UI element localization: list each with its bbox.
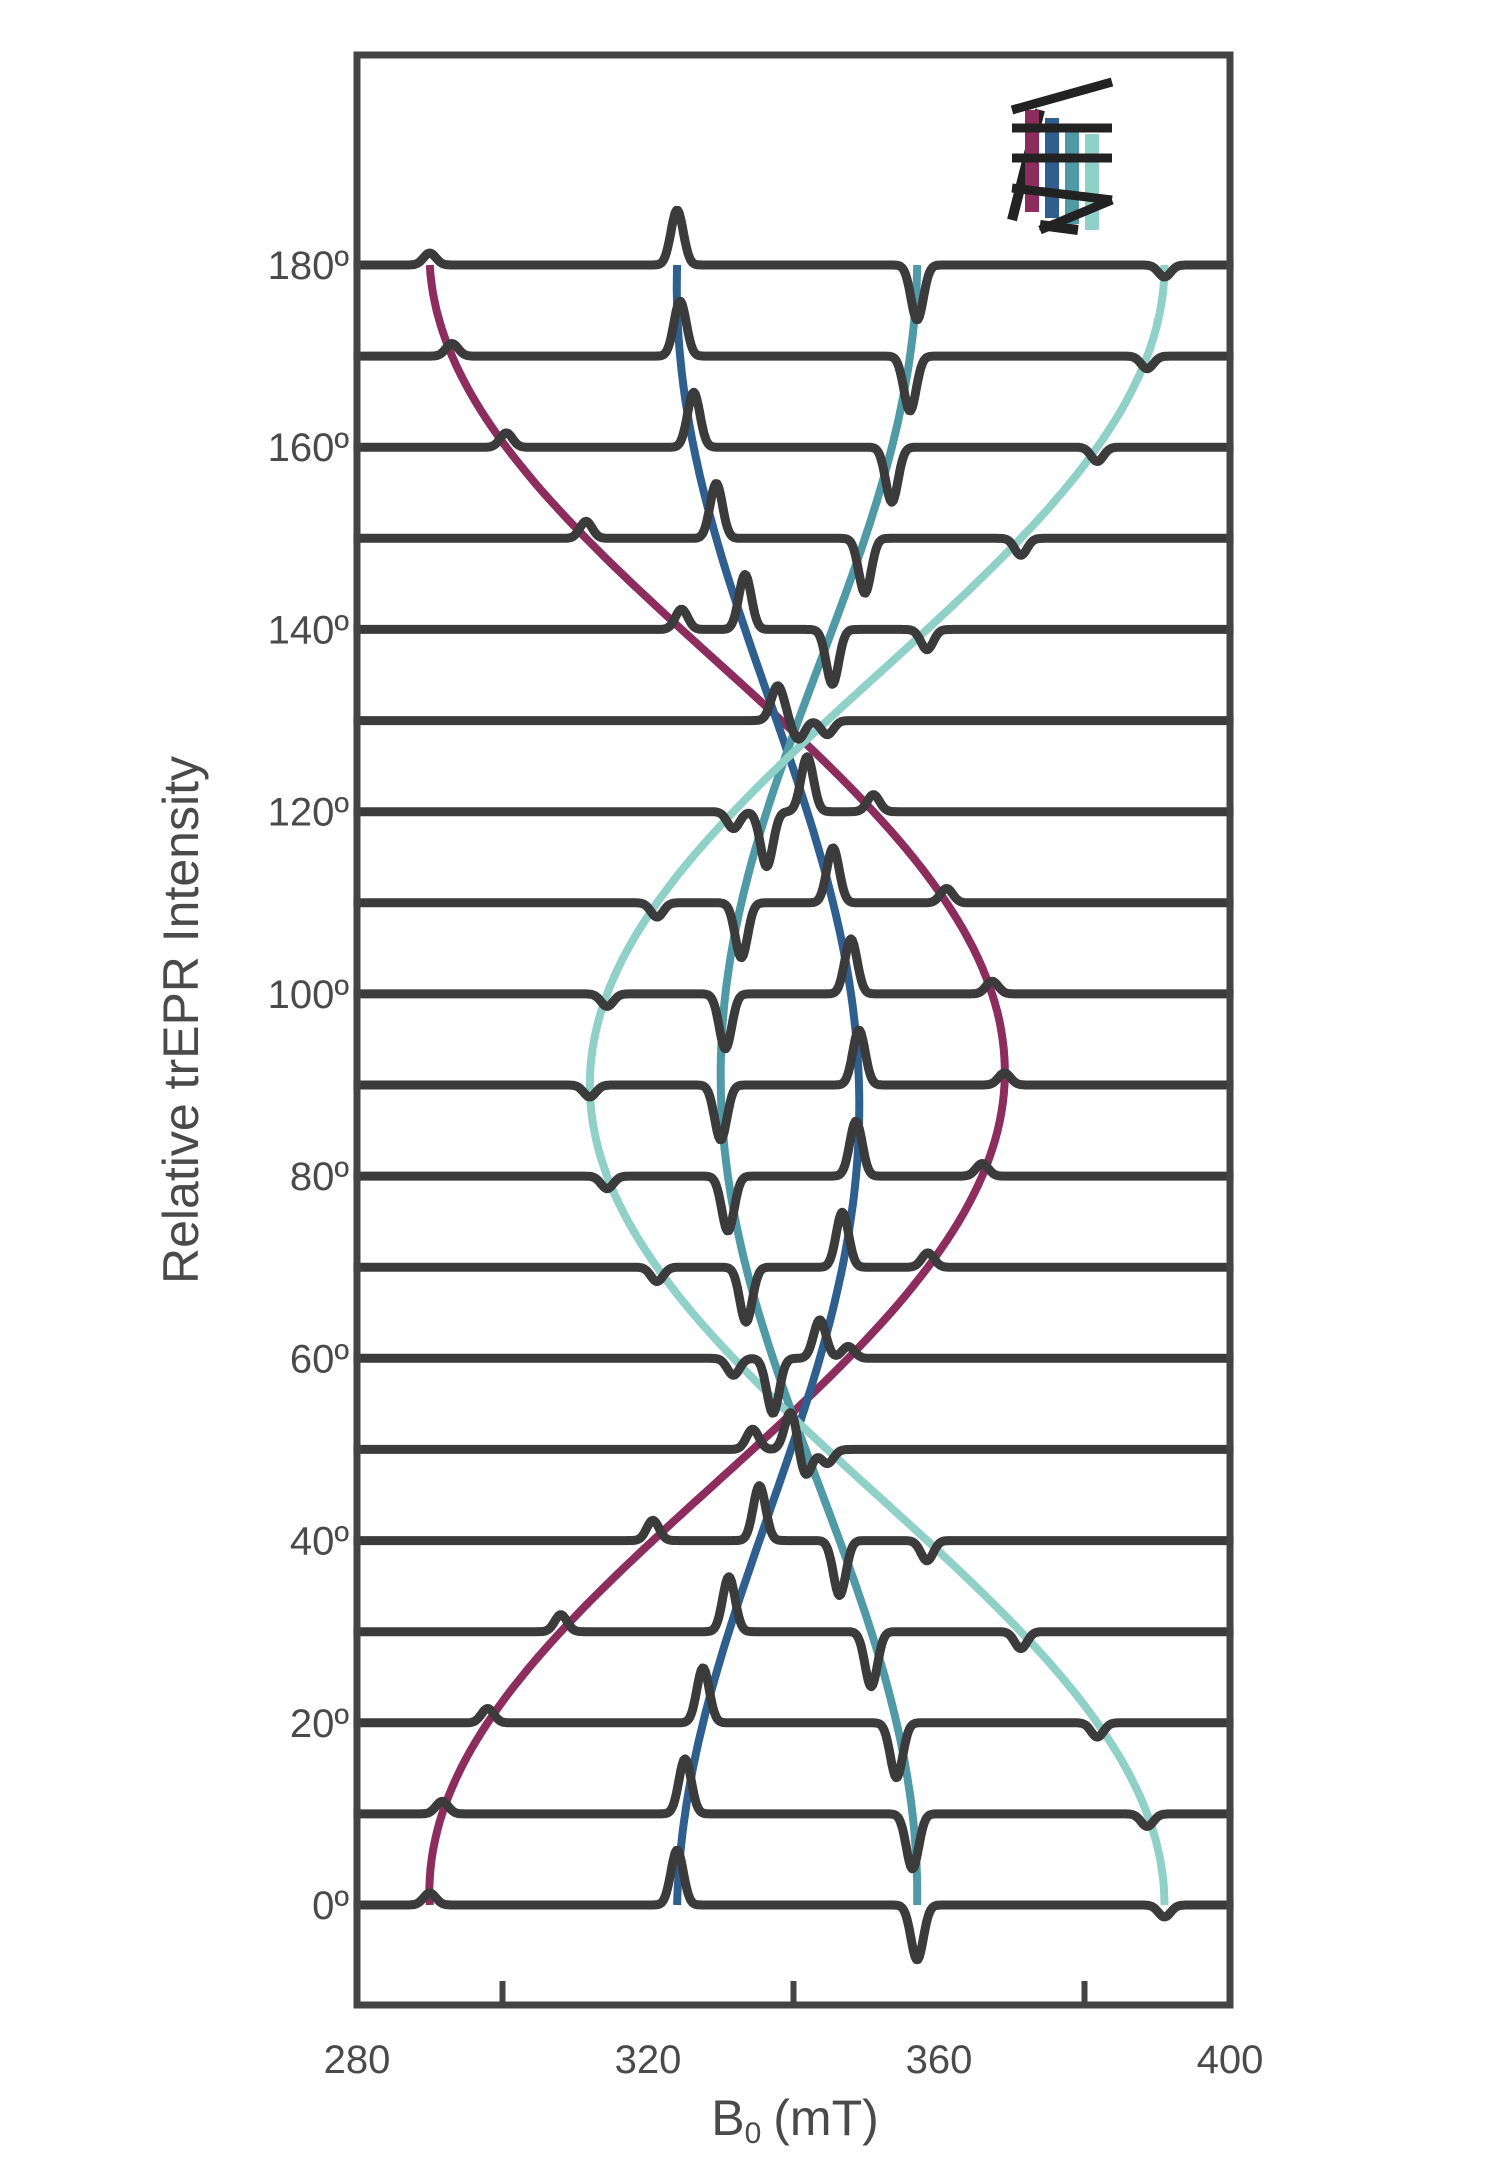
y-tick-label-120: 120º [268, 791, 350, 835]
spectrum-130-deg [350, 681, 1237, 744]
x-tick-label-360: 360 [906, 2038, 973, 2082]
field-trace-1 [425, 264, 1009, 1906]
x-axis-title: B0 (mT) [711, 2090, 879, 2150]
spectrum-170-deg [350, 296, 1237, 416]
y-tick-label-60: 60º [290, 1337, 349, 1381]
trace-layer [425, 264, 1169, 1906]
inset-line-4 [1011, 183, 1113, 205]
spectrum-30-deg [350, 1572, 1237, 1692]
spectrum-180-deg [350, 205, 1237, 325]
y-tick-label-100: 100º [268, 973, 350, 1017]
spectrum-20-deg [350, 1663, 1237, 1783]
field-trace-4 [585, 264, 1169, 1906]
field-trace-2 [672, 264, 864, 1906]
inset-stick-diagram [1007, 77, 1114, 235]
x-tick-label-400: 400 [1197, 2038, 1264, 2082]
y-tick-label-140: 140º [268, 608, 350, 652]
spectrum-40-deg [350, 1481, 1237, 1600]
spectra-layer [350, 205, 1237, 1965]
x-axis-title-main: B [711, 2090, 744, 2146]
spectrum-100-deg [350, 934, 1237, 1054]
y-axis-title: Relative trEPR Intensity [153, 756, 209, 1284]
y-axis-tick-labels: 180º 160º 140º 120º 100º 80º 60º 40º 20º 0º [268, 244, 350, 1928]
spectrum-110-deg [350, 843, 1237, 963]
spectrum-10-deg [350, 1754, 1237, 1874]
y-tick-label-40: 40º [290, 1520, 349, 1564]
spectrum-140-deg [350, 570, 1237, 689]
spectrum-160-deg [350, 387, 1237, 507]
x-axis-ticks: 280 320 360 400 [324, 1981, 1264, 2082]
x-tick-label-320: 320 [615, 2038, 682, 2082]
y-tick-label-160: 160º [268, 426, 350, 470]
x-axis-title-sub: 0 [745, 2117, 762, 2150]
x-axis-title-unit: (mT) [773, 2090, 879, 2146]
y-tick-label-180: 180º [268, 244, 350, 288]
spectrum-90-deg [350, 1025, 1237, 1145]
inset-line-5 [1038, 195, 1114, 235]
inset-line-1 [1010, 77, 1114, 115]
field-trace-3 [716, 264, 922, 1905]
y-tick-label-20: 20º [290, 1702, 349, 1746]
spectrum-150-deg [350, 479, 1237, 598]
spectrum-60-deg [350, 1315, 1237, 1418]
spectrum-120-deg [350, 752, 1237, 872]
spectrum-0-deg [350, 1845, 1237, 1965]
y-tick-label-80: 80º [290, 1155, 349, 1199]
spectrum-70-deg [350, 1207, 1237, 1327]
y-tick-label-0: 0º [312, 1884, 349, 1928]
spectrum-80-deg [350, 1116, 1237, 1236]
spectrum-50-deg [350, 1408, 1237, 1479]
x-tick-label-280: 280 [324, 2038, 391, 2082]
